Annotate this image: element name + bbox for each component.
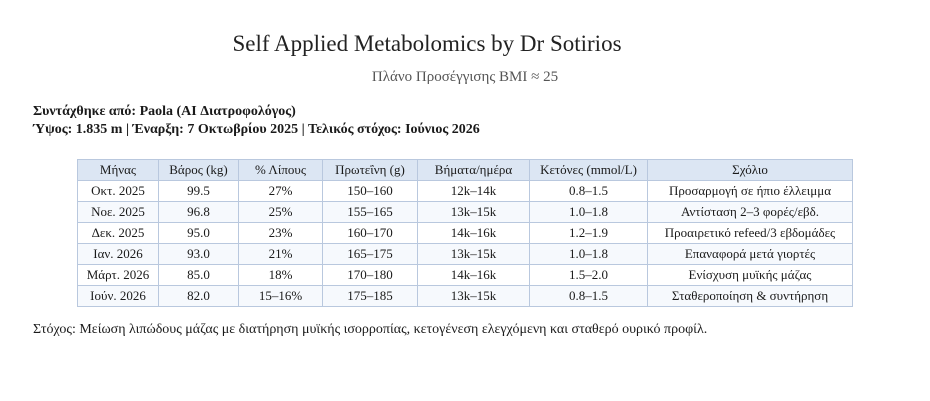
table-cell: 0.8–1.5 xyxy=(529,285,648,307)
table-row: Μάρτ. 2026 85.0 18% 170–180 14k–16k 1.5–2.0 Εν… xyxy=(77,264,853,286)
table-cell: 175–185 xyxy=(322,285,418,307)
table-cell: 1.0–1.8 xyxy=(529,201,648,223)
plan-table: Μήνας Βάρος (kg) % Λίπους Πρωτεΐνη (g) Β… xyxy=(77,159,853,307)
meta-stats-line: Ύψος: 1.835 m | Έναρξη: 7 Οκτωβρίου 2025… xyxy=(33,122,480,137)
column-header-fat-percent: % Λίπους xyxy=(238,159,323,181)
table-row: Νοε. 2025 96.8 25% 155–165 13k–15k 1.0–1.8 Αντ… xyxy=(77,201,853,223)
table-cell: 27% xyxy=(238,180,323,202)
table-cell: Ιαν. 2026 xyxy=(77,243,159,265)
table-cell: 25% xyxy=(238,201,323,223)
table-row: Δεκ. 2025 95.0 23% 160–170 14k–16k 1.2–1.9 Προ… xyxy=(77,222,853,244)
table-cell: 1.0–1.8 xyxy=(529,243,648,265)
table-cell: 160–170 xyxy=(322,222,418,244)
column-header-comment: Σχόλιο xyxy=(647,159,853,181)
table-cell: Ιούν. 2026 xyxy=(77,285,159,307)
table-cell: 12k–14k xyxy=(417,180,530,202)
table-cell: Νοε. 2025 xyxy=(77,201,159,223)
table-cell: 95.0 xyxy=(158,222,239,244)
table-cell: 14k–16k xyxy=(417,222,530,244)
column-header-ketones: Κετόνες (mmol/L) xyxy=(529,159,648,181)
table-cell: 85.0 xyxy=(158,264,239,286)
table-cell: 23% xyxy=(238,222,323,244)
page-subtitle: Πλάνο Προσέγγισης BMI ≈ 25 xyxy=(371,69,559,85)
table-cell: Δεκ. 2025 xyxy=(77,222,159,244)
table-cell: Σταθεροποίηση & συντήρηση xyxy=(647,285,853,307)
table-cell: 93.0 xyxy=(158,243,239,265)
table-cell: 13k–15k xyxy=(417,201,530,223)
table-cell: 150–160 xyxy=(322,180,418,202)
table-cell: 14k–16k xyxy=(417,264,530,286)
column-header-weight: Βάρος (kg) xyxy=(158,159,239,181)
table-cell: 82.0 xyxy=(158,285,239,307)
table-cell: Οκτ. 2025 xyxy=(77,180,159,202)
table-cell: 1.2–1.9 xyxy=(529,222,648,244)
table-cell: 99.5 xyxy=(158,180,239,202)
table-cell: 1.5–2.0 xyxy=(529,264,648,286)
table-cell: 21% xyxy=(238,243,323,265)
table-cell: Προαιρετικό refeed/3 εβδομάδες xyxy=(647,222,853,244)
table-cell: 0.8–1.5 xyxy=(529,180,648,202)
goal-note: Στόχος: Μείωση λιπώδους μάζας με διατήρη… xyxy=(33,322,708,337)
table-cell: 96.8 xyxy=(158,201,239,223)
column-header-protein: Πρωτεΐνη (g) xyxy=(322,159,418,181)
table-cell: 13k–15k xyxy=(417,285,530,307)
meta-block: Συντάχθηκε από: Paola (AI Διατροφολόγος)… xyxy=(33,103,930,139)
column-header-steps: Βήματα/ημέρα xyxy=(417,159,530,181)
table-cell: 165–175 xyxy=(322,243,418,265)
table-body: Οκτ. 2025 99.5 27% 150–160 12k–14k 0.8–1.5 Προ… xyxy=(77,180,853,307)
table-row: Ιαν. 2026 93.0 21% 165–175 13k–15k 1.0–1.8 Επα… xyxy=(77,243,853,265)
table-cell: Επαναφορά μετά γιορτές xyxy=(647,243,853,265)
table-cell: 170–180 xyxy=(322,264,418,286)
table-cell: 18% xyxy=(238,264,323,286)
table-cell: Ενίσχυση μυϊκής μάζας xyxy=(647,264,853,286)
table-cell: 155–165 xyxy=(322,201,418,223)
table-row: Οκτ. 2025 99.5 27% 150–160 12k–14k 0.8–1.5 Προ… xyxy=(77,180,853,202)
table-cell: Προσαρμογή σε ήπιο έλλειμμα xyxy=(647,180,853,202)
table-cell: Αντίσταση 2–3 φορές/εβδ. xyxy=(647,201,853,223)
page-title: Self Applied Metabolomics by Dr Sotirios xyxy=(232,31,622,56)
table-header-row: Μήνας Βάρος (kg) % Λίπους Πρωτεΐνη (g) Β… xyxy=(77,159,853,181)
table-cell: Μάρτ. 2026 xyxy=(77,264,159,286)
column-header-month: Μήνας xyxy=(77,159,159,181)
table-cell: 13k–15k xyxy=(417,243,530,265)
meta-author-line: Συντάχθηκε από: Paola (AI Διατροφολόγος) xyxy=(33,104,296,119)
table-row: Ιούν. 2026 82.0 15–16% 175–185 13k–15k 0.8–1.… xyxy=(77,285,853,307)
table-cell: 15–16% xyxy=(238,285,323,307)
